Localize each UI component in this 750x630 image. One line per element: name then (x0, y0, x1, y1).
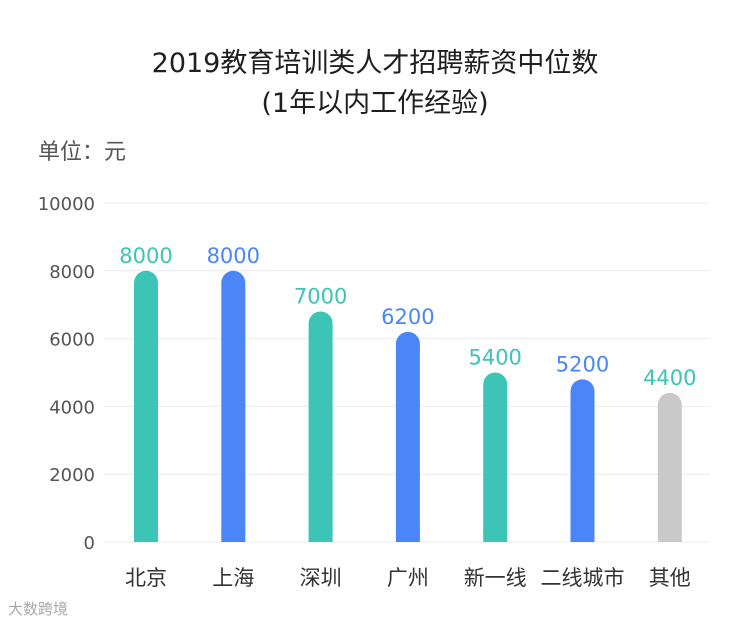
data-label: 6200 (381, 305, 434, 329)
data-label: 5400 (468, 346, 521, 370)
chart-subtitle: (1年以内工作经验) (261, 88, 489, 119)
watermark-logo: 大数跨境 (8, 600, 69, 618)
y-tick-label: 8000 (49, 262, 95, 283)
bar-3 (308, 311, 333, 542)
bar-5 (483, 372, 508, 542)
x-tick-label: 二线城市 (541, 566, 625, 590)
unit-label: 单位：元 (38, 140, 127, 165)
bar-base-6 (570, 530, 595, 542)
bar-1 (134, 270, 158, 542)
data-label: 4400 (643, 366, 696, 390)
bar-base-5 (483, 530, 508, 542)
x-tick-label: 新一线 (464, 566, 527, 590)
data-label: 7000 (294, 284, 347, 308)
y-tick-label: 10000 (38, 194, 95, 215)
x-tick-label: 北京 (125, 566, 167, 590)
bar-6 (570, 379, 595, 542)
bar-7 (657, 392, 682, 542)
bar-2 (221, 270, 246, 542)
x-tick-label: 深圳 (300, 566, 342, 590)
bar-base-3 (308, 530, 333, 542)
x-tick-label: 广州 (387, 566, 429, 590)
data-label: 8000 (207, 244, 260, 268)
x-tick-label: 其他 (649, 566, 691, 590)
y-tick-label: 0 (84, 533, 95, 554)
bar-base-4 (395, 530, 420, 542)
data-label: 8000 (119, 244, 172, 268)
y-tick-label: 2000 (49, 465, 95, 486)
y-tick-label: 4000 (49, 397, 95, 418)
chart-title: 2019教育培训类人才招聘薪资中位数 (151, 48, 599, 79)
bar-base-1 (134, 530, 158, 542)
y-tick-label: 6000 (49, 330, 95, 351)
chart-title-block: 2019教育培训类人才招聘薪资中位数 (1年以内工作经验) (0, 44, 750, 124)
data-label: 5200 (556, 352, 609, 376)
bar-base-7 (657, 530, 682, 542)
bar-4 (395, 331, 420, 542)
bar-base-2 (221, 530, 246, 542)
x-tick-label: 上海 (212, 566, 254, 590)
